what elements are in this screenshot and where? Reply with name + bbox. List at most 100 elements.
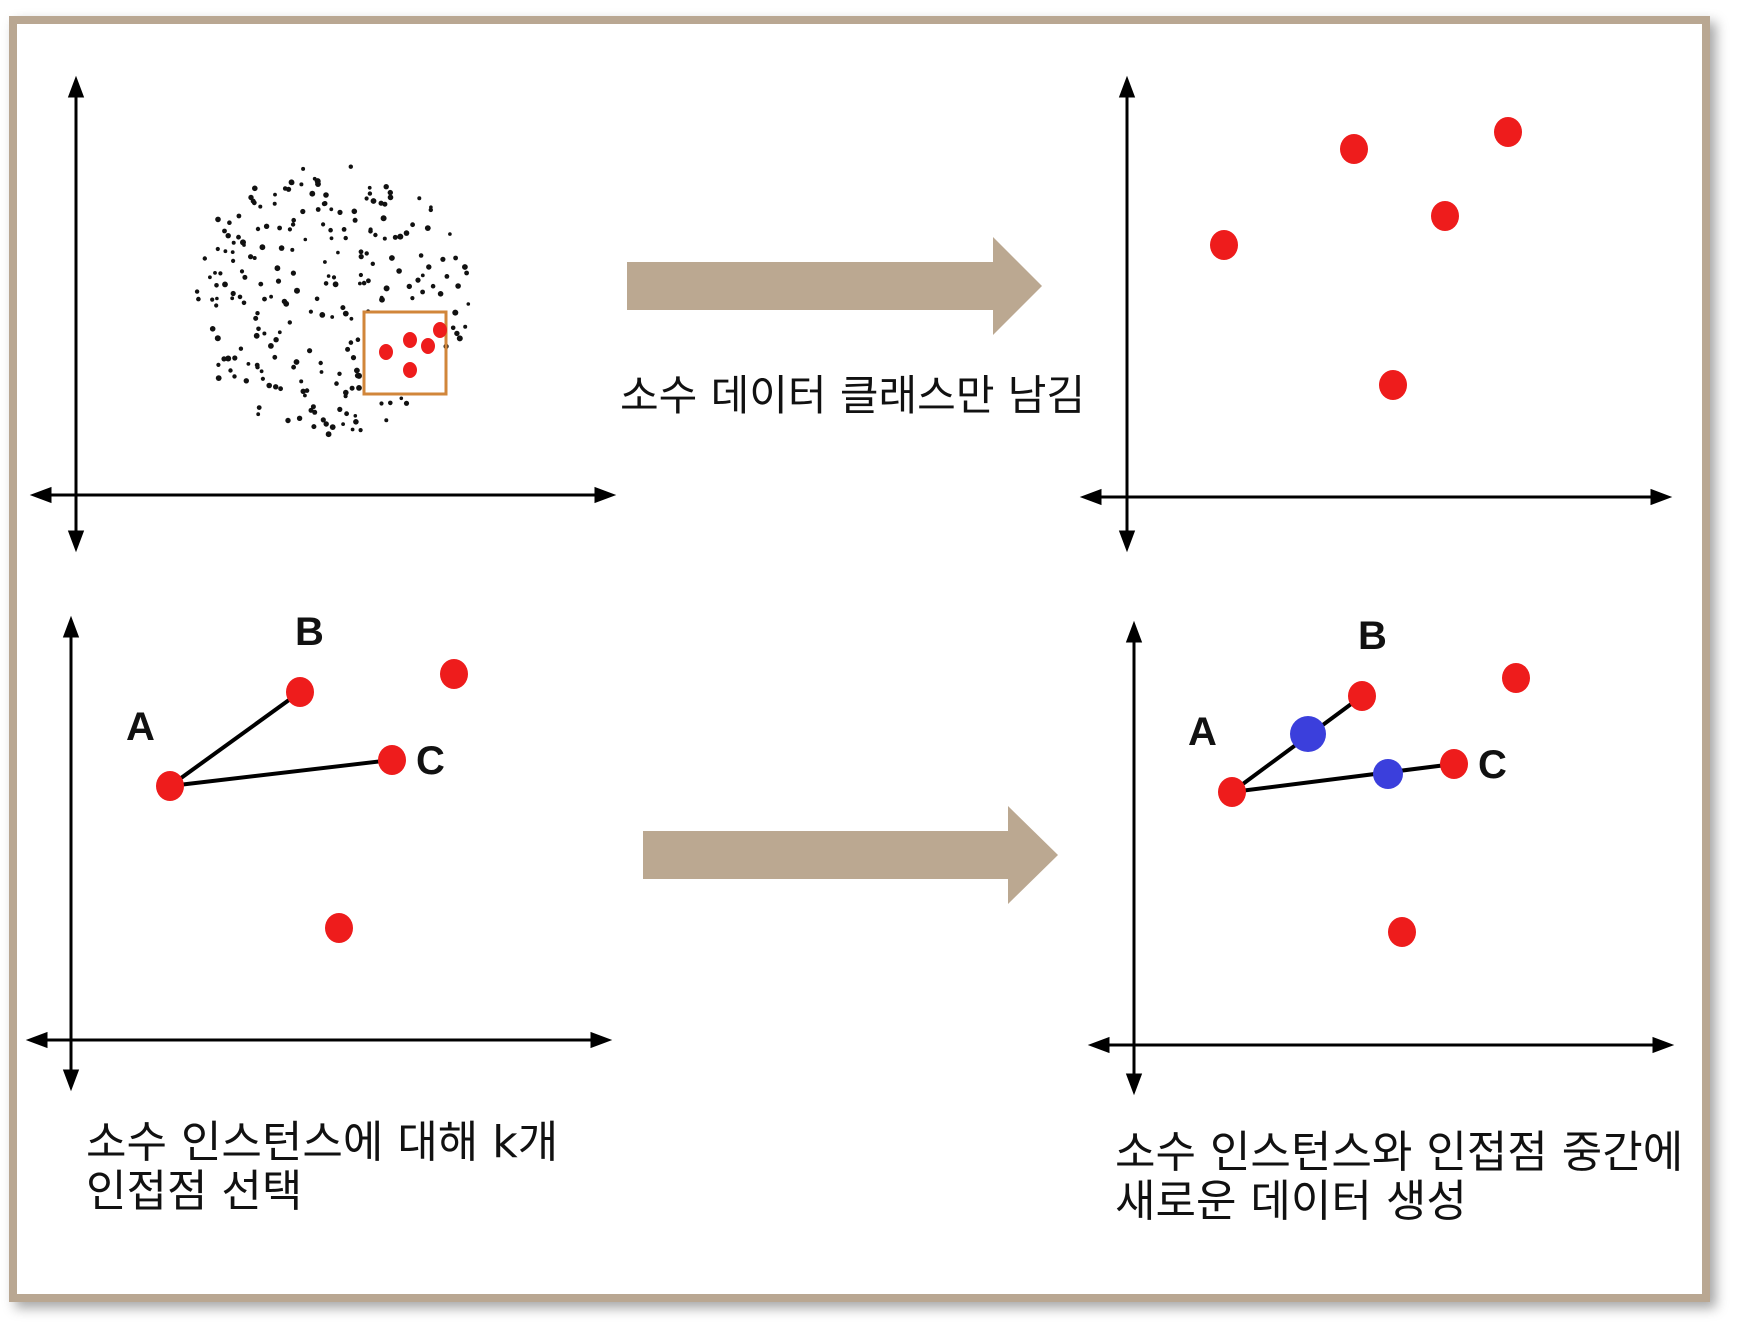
majority-point: [314, 296, 320, 302]
majority-point: [349, 385, 355, 391]
majority-point: [337, 406, 343, 412]
majority-point: [355, 337, 361, 343]
panel-knn-selection: A B C: [25, 610, 613, 1092]
panel-synthetic-generation: A B C: [1087, 614, 1675, 1096]
majority-point: [213, 271, 217, 275]
majority-point: [348, 164, 353, 169]
majority-point: [444, 274, 450, 279]
majority-point: [323, 281, 329, 286]
majority-point: [231, 240, 236, 245]
majority-point: [428, 207, 433, 213]
majority-point: [214, 303, 219, 308]
majority-point: [452, 309, 459, 316]
point-a: [156, 771, 184, 801]
majority-point: [329, 424, 336, 430]
label-b: B: [1358, 614, 1387, 658]
majority-point: [343, 235, 348, 241]
minority-point: [1431, 201, 1459, 231]
majority-point: [463, 324, 468, 329]
majority-point: [300, 208, 306, 215]
majority-point: [258, 281, 264, 287]
majority-point: [273, 384, 279, 390]
majority-point: [341, 422, 345, 426]
majority-point: [253, 332, 260, 339]
minority-point: [440, 659, 468, 689]
majority-point: [285, 417, 291, 424]
majority-point: [255, 226, 261, 232]
label-a: A: [126, 705, 155, 749]
label-a: A: [1188, 710, 1217, 754]
synthetic-point-ab: [1290, 716, 1326, 752]
majority-point: [222, 281, 228, 288]
majority-point: [232, 374, 237, 379]
majority-point: [242, 274, 248, 280]
majority-point: [287, 320, 292, 325]
majority-point: [268, 343, 274, 349]
majority-point: [262, 331, 267, 336]
majority-point: [323, 421, 329, 427]
majority-point: [367, 191, 373, 196]
majority-point: [336, 250, 340, 255]
label-c: C: [1478, 743, 1507, 787]
majority-point: [287, 227, 292, 232]
majority-point: [349, 316, 354, 321]
minority-points: [1218, 663, 1530, 947]
majority-point: [214, 283, 219, 288]
majority-point: [258, 204, 263, 209]
majority-point: [210, 297, 215, 302]
majority-point: [358, 428, 363, 433]
majority-point: [312, 176, 317, 181]
majority-point: [318, 360, 323, 366]
majority-point: [448, 232, 452, 236]
majority-point: [352, 217, 358, 223]
majority-point: [437, 291, 444, 297]
majority-point: [358, 281, 362, 286]
majority-point: [370, 261, 375, 266]
link-a-c: [1231, 762, 1455, 794]
majority-point: [273, 192, 277, 197]
majority-point: [364, 251, 369, 256]
majority-point: [309, 190, 316, 197]
majority-point: [430, 283, 436, 289]
majority-point: [426, 264, 432, 270]
majority-point: [366, 278, 371, 284]
majority-point: [256, 326, 261, 332]
majority-point: [260, 376, 265, 381]
majority-point: [354, 367, 360, 374]
majority-point: [290, 270, 296, 276]
majority-point: [367, 185, 372, 190]
majority-point: [262, 296, 267, 302]
majority-point: [277, 330, 282, 335]
label-b: B: [295, 610, 324, 654]
majority-point: [194, 289, 200, 294]
majority-point: [396, 268, 402, 274]
majority-point: [383, 184, 389, 190]
majority-point: [290, 222, 296, 227]
majority-point: [370, 198, 377, 204]
majority-point: [321, 222, 326, 227]
synthetic-points: [1290, 716, 1403, 789]
majority-point: [462, 264, 468, 270]
majority-point: [252, 256, 257, 260]
majority-point: [384, 418, 389, 423]
majority-point: [328, 227, 333, 233]
majority-point: [304, 388, 310, 393]
majority-point: [303, 393, 307, 398]
majority-point: [343, 394, 348, 399]
minority-point: [1502, 663, 1530, 693]
majority-point: [420, 289, 425, 295]
majority-point: [378, 200, 384, 206]
majority-point: [299, 379, 304, 384]
majority-point: [322, 201, 328, 206]
majority-point: [364, 196, 369, 201]
majority-point: [455, 283, 461, 289]
minority-point: [403, 362, 417, 378]
majority-point: [307, 348, 313, 354]
majority-point: [208, 275, 212, 280]
majority-point: [320, 417, 326, 423]
majority-point: [301, 166, 306, 171]
majority-point: [348, 340, 354, 345]
panel-original-data: [29, 75, 617, 553]
majority-point: [403, 400, 410, 406]
